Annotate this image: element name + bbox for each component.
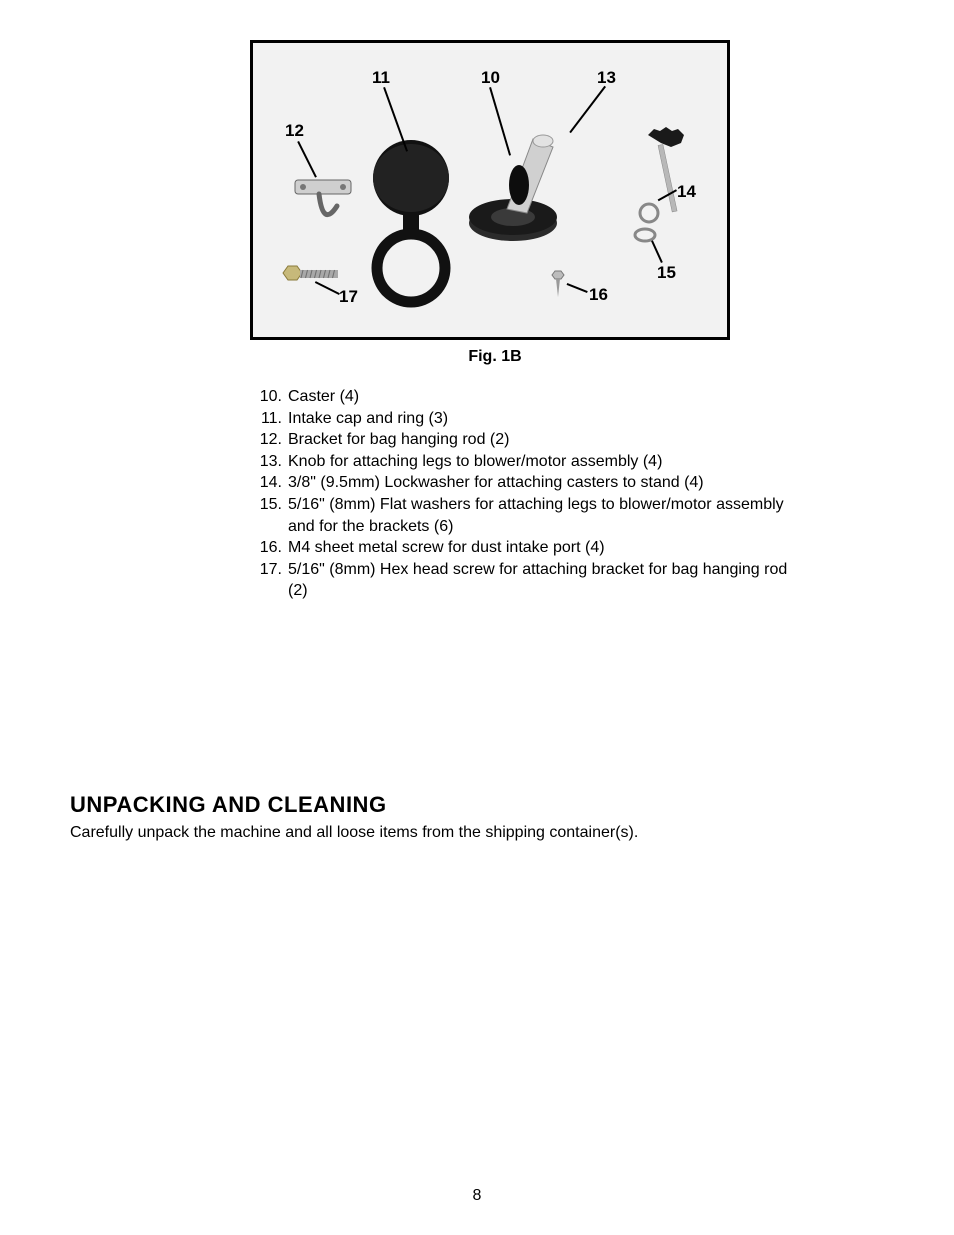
parts-list-text: 5/16" (8mm) Flat washers for attaching l… [282, 494, 810, 537]
parts-list-number: 15. [250, 494, 282, 537]
parts-list-number: 16. [250, 537, 282, 559]
parts-list-text: 5/16" (8mm) Hex head screw for attaching… [282, 559, 810, 602]
parts-list-item: 15.5/16" (8mm) Flat washers for attachin… [250, 494, 810, 537]
parts-list-number: 12. [250, 429, 282, 451]
callout-label: 14 [677, 182, 696, 202]
parts-list-number: 14. [250, 472, 282, 494]
parts-list-item: 13.Knob for attaching legs to blower/mot… [250, 451, 810, 473]
parts-list-text: M4 sheet metal screw for dust intake por… [282, 537, 605, 559]
parts-list-text: 3/8" (9.5mm) Lockwasher for attaching ca… [282, 472, 704, 494]
parts-list-number: 13. [250, 451, 282, 473]
parts-list-number: 11. [250, 408, 282, 430]
callout-label: 10 [481, 68, 500, 88]
parts-list-text: Intake cap and ring (3) [282, 408, 448, 430]
page-number: 8 [0, 1187, 954, 1205]
parts-list-item: 14.3/8" (9.5mm) Lockwasher for attaching… [250, 472, 810, 494]
section-body: Carefully unpack the machine and all loo… [70, 824, 884, 842]
figure-caption: Fig. 1B [250, 348, 740, 366]
parts-list-text: Knob for attaching legs to blower/motor … [282, 451, 662, 473]
figure-block: 10 11 12 13 14 15 16 17 Fig. 1B [250, 40, 740, 366]
callout-label: 16 [589, 285, 608, 305]
parts-list-number: 10. [250, 386, 282, 408]
parts-list-item: 11.Intake cap and ring (3) [250, 408, 810, 430]
parts-list-item: 12.Bracket for bag hanging rod (2) [250, 429, 810, 451]
callout-label: 12 [285, 121, 304, 141]
parts-list-item: 10.Caster (4) [250, 386, 810, 408]
callout-label: 13 [597, 68, 616, 88]
callout-label: 17 [339, 287, 358, 307]
parts-list-text: Bracket for bag hanging rod (2) [282, 429, 509, 451]
parts-list-item: 17.5/16" (8mm) Hex head screw for attach… [250, 559, 810, 602]
callout-label: 15 [657, 263, 676, 283]
parts-list: 10.Caster (4)11.Intake cap and ring (3)1… [250, 386, 810, 602]
section-heading: UNPACKING AND CLEANING [70, 792, 884, 818]
callout-label: 11 [372, 68, 390, 88]
figure-frame: 10 11 12 13 14 15 16 17 [250, 40, 730, 340]
parts-list-item: 16.M4 sheet metal screw for dust intake … [250, 537, 810, 559]
parts-list-text: Caster (4) [282, 386, 359, 408]
parts-list-number: 17. [250, 559, 282, 602]
